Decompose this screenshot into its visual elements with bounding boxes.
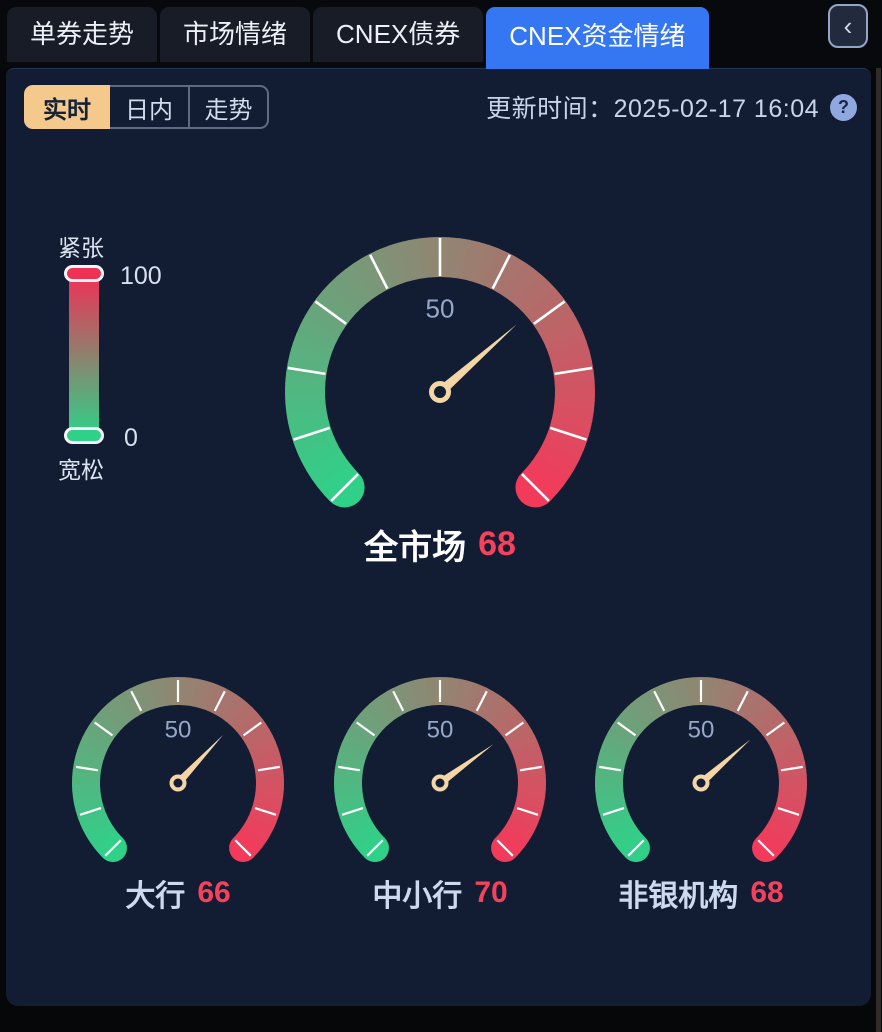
tab-cnex-funding-sentiment[interactable]: CNEX资金情绪 <box>486 7 709 69</box>
gauge-name: 中小行 <box>372 880 463 913</box>
gauge-value: 66 <box>197 876 231 909</box>
tab-cnex-bond[interactable]: CNEX债券 <box>313 7 484 62</box>
content-panel: 实时 日内 走势 更新时间：2025-02-17 16:04 ? 紧张 100 … <box>6 68 871 1006</box>
toolbar: 实时 日内 走势 更新时间：2025-02-17 16:04 ? <box>24 85 857 129</box>
gauge-major-banks: 50 <box>66 671 290 895</box>
gauge-name: 全市场 <box>364 528 467 567</box>
gauge-needle <box>436 324 517 396</box>
update-time-group: 更新时间：2025-02-17 16:04 ? <box>486 89 857 125</box>
gauge-arc <box>72 677 284 858</box>
gauge-svg: 50 <box>334 677 546 863</box>
gauge-whole-market-label: 全市场 68 <box>260 523 620 567</box>
gauge-needle <box>698 739 751 787</box>
gauge-small-mid-banks-label: 中小行 70 <box>318 874 562 913</box>
gauge-hub <box>169 774 187 792</box>
gauge-arc <box>595 677 807 858</box>
gauge-ticks <box>599 680 803 857</box>
gauge-ticks <box>338 680 542 857</box>
gauge-value: 70 <box>474 876 508 909</box>
chevron-left-icon: ‹ <box>843 10 853 41</box>
tab-list: 单券走势 市场情绪 CNEX债券 CNEX资金情绪 <box>7 7 709 69</box>
legend-label-tight: 紧张 <box>58 235 104 261</box>
gauge-mid-label: 50 <box>688 717 715 744</box>
gauge-ticks <box>76 680 280 857</box>
tab-single-bond-trend[interactable]: 单券走势 <box>7 7 158 62</box>
subtab-trend[interactable]: 走势 <box>188 85 269 129</box>
legend-gradient-bar <box>69 275 99 435</box>
gauge-name: 大行 <box>125 880 186 913</box>
gauge-ticks <box>287 238 593 502</box>
gauge-mid-label: 50 <box>426 293 455 323</box>
gauge-needle <box>437 744 494 787</box>
gauge-nonbank-institutions-label: 非银机构 68 <box>579 874 823 913</box>
top-tab-bar: 单券走势 市场情绪 CNEX债券 CNEX资金情绪 ‹ <box>0 0 882 69</box>
legend-max-value: 100 <box>120 262 162 290</box>
gauge-nonbank-institutions: 50 <box>589 671 813 895</box>
gauge-mid-label: 50 <box>427 717 454 744</box>
view-mode-switch: 实时 日内 走势 <box>24 85 269 129</box>
gauge-svg: 50 <box>72 677 284 863</box>
gauge-arc <box>285 237 595 502</box>
gauge-whole-market: 50 <box>280 232 600 552</box>
help-icon[interactable]: ? <box>830 93 857 121</box>
gauge-arc <box>334 677 546 858</box>
legend-min-value: 0 <box>124 424 138 452</box>
gauge-value: 68 <box>750 876 784 909</box>
legend-label-loose: 宽松 <box>58 457 104 483</box>
gauge-hub <box>431 774 449 792</box>
gauge-name: 非银机构 <box>618 880 739 913</box>
gauge-needle <box>175 734 224 786</box>
gauge-svg: 50 <box>595 677 807 863</box>
legend-bar-bottom-cap <box>64 427 104 444</box>
subtab-intraday[interactable]: 日内 <box>110 85 188 129</box>
gauge-small-mid-banks: 50 <box>328 671 552 895</box>
gauge-value: 68 <box>478 524 516 563</box>
gauge-hub <box>692 774 710 792</box>
tab-market-sentiment[interactable]: 市场情绪 <box>160 7 311 62</box>
gauge-mid-label: 50 <box>165 717 192 744</box>
gauge-major-banks-label: 大行 66 <box>56 874 300 913</box>
update-time-text: 更新时间：2025-02-17 16:04 <box>486 95 819 123</box>
sentiment-scale-legend: 紧张 100 0 宽松 <box>50 229 180 489</box>
legend-bar-top-cap <box>64 265 104 282</box>
collapse-panel-button[interactable]: ‹ <box>828 4 868 48</box>
window-edge <box>876 0 881 1032</box>
gauge-hub <box>429 381 451 403</box>
subtab-realtime[interactable]: 实时 <box>24 85 110 129</box>
gauge-svg: 50 <box>285 237 595 508</box>
